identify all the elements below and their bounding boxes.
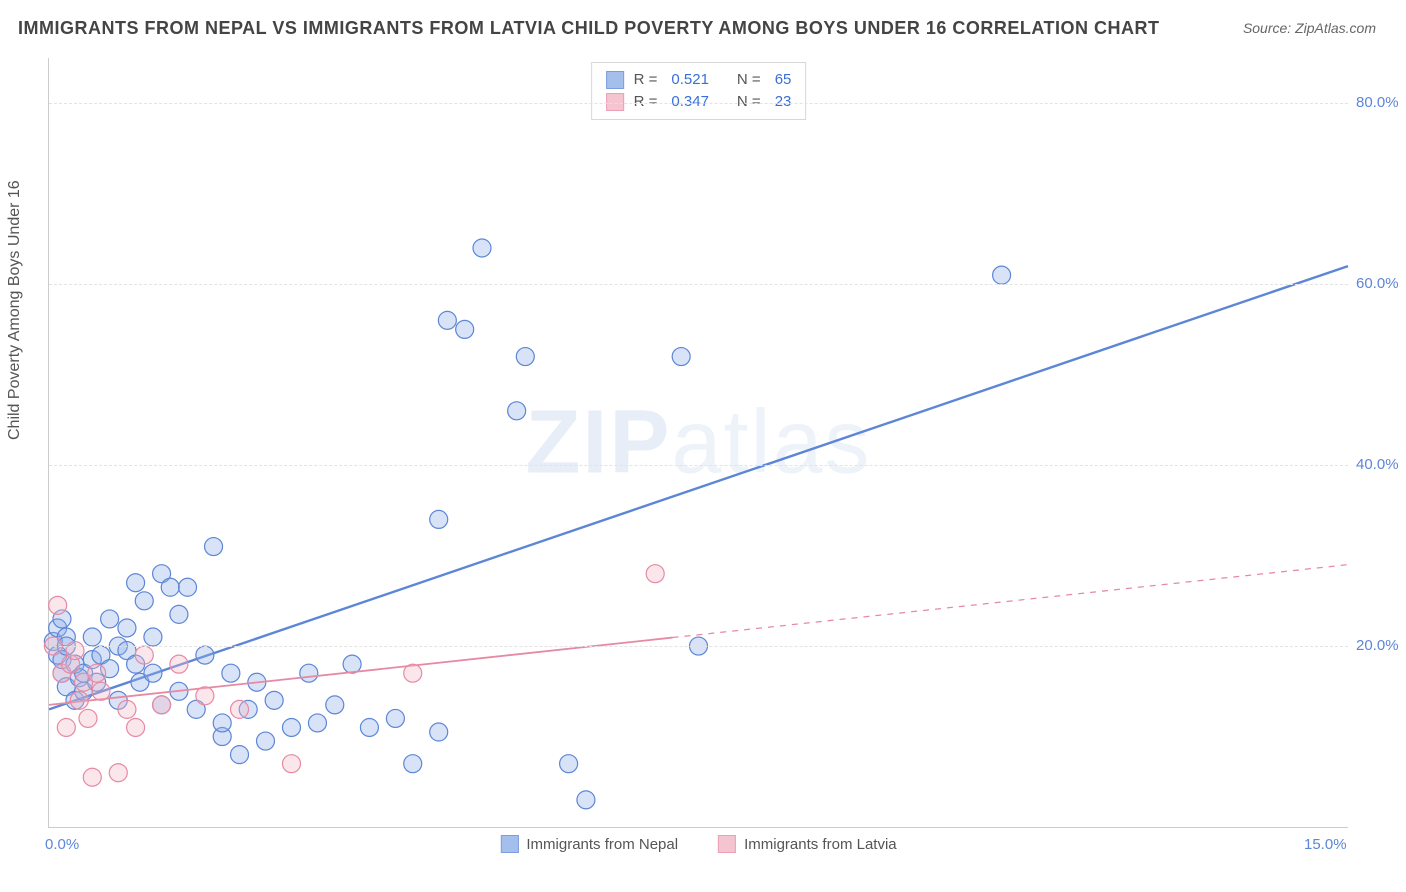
- data-point-nepal: [343, 655, 361, 673]
- chart-title: IMMIGRANTS FROM NEPAL VS IMMIGRANTS FROM…: [18, 18, 1160, 39]
- source-attribution: Source: ZipAtlas.com: [1243, 20, 1376, 36]
- x-tick-label: 0.0%: [45, 836, 79, 853]
- data-point-nepal: [473, 239, 491, 257]
- swatch-latvia: [718, 835, 736, 853]
- data-point-nepal: [438, 311, 456, 329]
- data-point-nepal: [516, 348, 534, 366]
- data-point-latvia: [57, 718, 75, 736]
- data-point-latvia: [196, 687, 214, 705]
- gridline: [49, 646, 1348, 647]
- data-point-latvia: [88, 664, 106, 682]
- data-point-nepal: [404, 755, 422, 773]
- data-point-nepal: [508, 402, 526, 420]
- data-point-latvia: [404, 664, 422, 682]
- y-axis-label: Child Poverty Among Boys Under 16: [6, 180, 24, 440]
- data-point-nepal: [231, 746, 249, 764]
- data-point-nepal: [282, 718, 300, 736]
- data-point-nepal: [213, 714, 231, 732]
- data-point-nepal: [560, 755, 578, 773]
- data-point-nepal: [127, 574, 145, 592]
- data-point-nepal: [161, 578, 179, 596]
- data-point-nepal: [170, 605, 188, 623]
- data-point-latvia: [282, 755, 300, 773]
- gridline: [49, 103, 1348, 104]
- trend-line-ext-latvia: [673, 565, 1348, 638]
- data-point-nepal: [144, 664, 162, 682]
- y-tick-label: 40.0%: [1356, 456, 1406, 473]
- data-point-nepal: [672, 348, 690, 366]
- swatch-nepal: [500, 835, 518, 853]
- y-tick-label: 60.0%: [1356, 275, 1406, 292]
- gridline: [49, 465, 1348, 466]
- chart-plot-area: ZIPatlas R = 0.521 N = 65 R = 0.347 N = …: [48, 58, 1348, 828]
- data-point-nepal: [430, 723, 448, 741]
- data-point-nepal: [179, 578, 197, 596]
- y-tick-label: 80.0%: [1356, 94, 1406, 111]
- data-point-latvia: [118, 700, 136, 718]
- data-point-latvia: [135, 646, 153, 664]
- data-point-nepal: [456, 320, 474, 338]
- data-point-nepal: [135, 592, 153, 610]
- data-point-nepal: [300, 664, 318, 682]
- data-point-latvia: [170, 655, 188, 673]
- data-point-latvia: [127, 718, 145, 736]
- data-point-nepal: [577, 791, 595, 809]
- plot-svg: [49, 58, 1348, 827]
- data-point-latvia: [92, 682, 110, 700]
- data-point-nepal: [386, 709, 404, 727]
- data-point-latvia: [70, 691, 88, 709]
- data-point-nepal: [205, 538, 223, 556]
- legend-label-latvia: Immigrants from Latvia: [744, 836, 897, 853]
- data-point-nepal: [430, 510, 448, 528]
- data-point-latvia: [153, 696, 171, 714]
- data-point-latvia: [79, 709, 97, 727]
- legend-item-nepal: Immigrants from Nepal: [500, 835, 678, 853]
- data-point-nepal: [101, 610, 119, 628]
- y-tick-label: 20.0%: [1356, 637, 1406, 654]
- series-legend: Immigrants from Nepal Immigrants from La…: [500, 835, 896, 853]
- data-point-nepal: [308, 714, 326, 732]
- data-point-nepal: [196, 646, 214, 664]
- data-point-nepal: [360, 718, 378, 736]
- data-point-nepal: [222, 664, 240, 682]
- x-tick-label: 15.0%: [1304, 836, 1347, 853]
- legend-item-latvia: Immigrants from Latvia: [718, 835, 897, 853]
- data-point-latvia: [83, 768, 101, 786]
- data-point-nepal: [144, 628, 162, 646]
- data-point-nepal: [257, 732, 275, 750]
- data-point-latvia: [646, 565, 664, 583]
- data-point-nepal: [993, 266, 1011, 284]
- data-point-nepal: [118, 619, 136, 637]
- data-point-nepal: [265, 691, 283, 709]
- data-point-nepal: [326, 696, 344, 714]
- legend-label-nepal: Immigrants from Nepal: [526, 836, 678, 853]
- data-point-latvia: [231, 700, 249, 718]
- data-point-latvia: [66, 642, 84, 660]
- data-point-latvia: [109, 764, 127, 782]
- data-point-nepal: [83, 628, 101, 646]
- gridline: [49, 284, 1348, 285]
- data-point-latvia: [49, 596, 67, 614]
